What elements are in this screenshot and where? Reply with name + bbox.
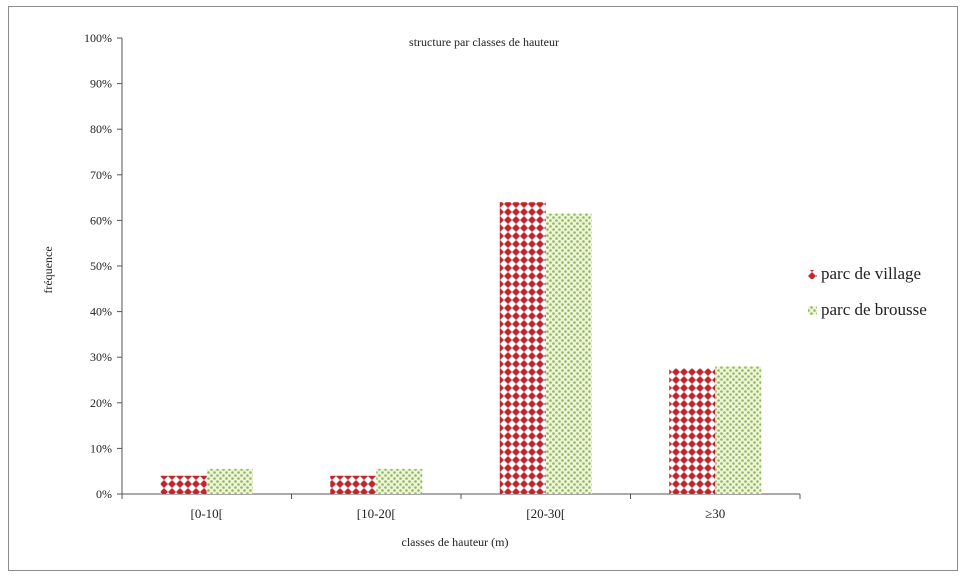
x-axis-title: classes de hauteur (m) — [402, 535, 509, 549]
legend-label: parc de brousse — [821, 300, 927, 319]
bars-group — [160, 202, 762, 494]
x-axis: [0-10[ [10-20[ [20-30[ ≥30 — [121, 493, 801, 521]
legend-swatch — [808, 270, 817, 279]
y-tick-label: 100% — [84, 31, 112, 45]
bar-brousse — [376, 468, 423, 494]
y-tick-label: 0% — [96, 487, 112, 501]
legend: parc de village parc de brousse — [808, 264, 927, 319]
bar-brousse — [206, 468, 253, 494]
y-tick-label: 80% — [90, 122, 112, 136]
y-tick-label: 50% — [90, 259, 112, 273]
y-tick-label: 70% — [90, 168, 112, 182]
bar-village — [499, 202, 546, 494]
bar-brousse — [545, 213, 592, 494]
y-tick-label: 60% — [90, 213, 112, 227]
x-tick-label: [10-20[ — [357, 506, 396, 521]
y-tick-label: 90% — [90, 77, 112, 91]
bar-village — [669, 368, 716, 494]
legend-swatch — [808, 306, 817, 315]
x-tick-label: [20-30[ — [526, 506, 565, 521]
y-tick-label: 20% — [90, 396, 112, 410]
x-tick-label: [0-10[ — [191, 506, 224, 521]
x-tick-label: ≥30 — [705, 506, 725, 521]
y-axis-title: fréquence — [41, 246, 55, 293]
chart-title: structure par classes de hauteur — [409, 35, 559, 49]
bar-village — [160, 475, 207, 494]
legend-label: parc de village — [821, 264, 921, 283]
y-tick-label: 10% — [90, 441, 112, 455]
bar-village — [330, 475, 377, 494]
y-axis: 0% 10% 20% 30% 40% 50% 60% 70% 80% 90% 100% — [84, 31, 123, 501]
y-tick-label: 40% — [90, 305, 112, 319]
y-tick-label: 30% — [90, 350, 112, 364]
bar-brousse — [715, 366, 762, 494]
